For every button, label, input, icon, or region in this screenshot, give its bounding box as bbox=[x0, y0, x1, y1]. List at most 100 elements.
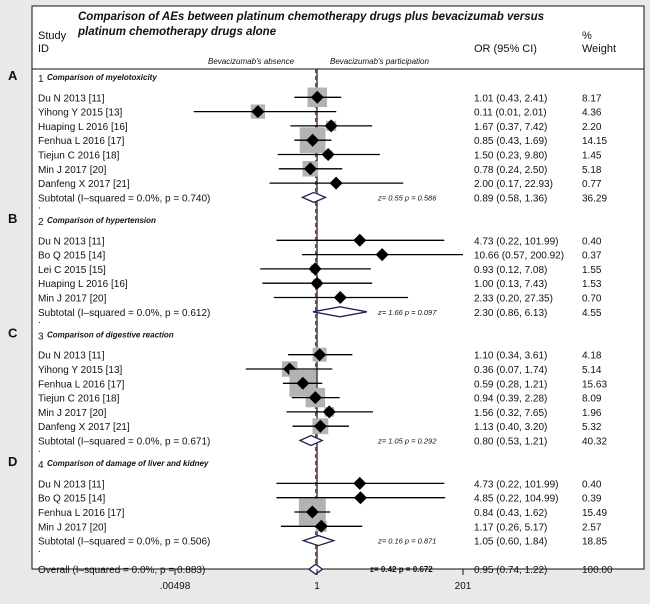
plot-frame bbox=[31, 5, 645, 570]
study-or-ci: 1.13 (0.40, 3.20) bbox=[474, 422, 547, 433]
study-weight: 8.09 bbox=[582, 394, 602, 405]
study-or-ci: 2.00 (0.17, 22.93) bbox=[474, 179, 553, 190]
study-point-estimate bbox=[296, 376, 310, 390]
panel-letter-b: B bbox=[8, 211, 17, 226]
study-point-estimate bbox=[322, 405, 336, 419]
study-or-ci: 1.50 (0.23, 9.80) bbox=[474, 151, 547, 162]
subtotal-diamond bbox=[298, 434, 324, 447]
study-or-ci: 1.67 (0.37, 7.42) bbox=[474, 122, 547, 133]
row-spacer-dot: . bbox=[38, 544, 41, 555]
study-or-ci: 4.73 (0.22, 101.99) bbox=[474, 479, 559, 490]
header-or-ci: OR (95% CI) bbox=[474, 43, 537, 55]
study-or-ci: 0.36 (0.07, 1.74) bbox=[474, 365, 547, 376]
subtotal-or-ci: 0.80 (0.53, 1.21) bbox=[474, 437, 547, 448]
subtotal-label: Subtotal (I–squared = 0.0%, p = 0.612) bbox=[38, 308, 210, 319]
study-or-ci: 1.00 (0.13, 7.43) bbox=[474, 279, 547, 290]
subtotal-label: Subtotal (I–squared = 0.0%, p = 0.740) bbox=[38, 193, 210, 204]
study-weight: 8.17 bbox=[582, 93, 602, 104]
study-point-estimate bbox=[353, 491, 367, 505]
study-label: Huaping L 2016 [16] bbox=[38, 122, 128, 133]
study-weight: 5.18 bbox=[582, 165, 602, 176]
study-weight: 5.32 bbox=[582, 422, 602, 433]
favours-left-label: Bevacizumab's absence bbox=[208, 57, 295, 66]
study-or-ci: 4.73 (0.22, 101.99) bbox=[474, 236, 559, 247]
subtotal-diamond bbox=[312, 306, 368, 318]
study-label: Min J 2017 [20] bbox=[38, 408, 107, 419]
study-or-ci: 0.59 (0.28, 1.21) bbox=[474, 379, 547, 390]
subtotal-weight: 36.29 bbox=[582, 193, 607, 204]
study-point-estimate bbox=[314, 519, 328, 533]
study-or-ci: 1.17 (0.26, 5.17) bbox=[474, 522, 547, 533]
panel-letter-d: D bbox=[8, 454, 17, 469]
study-weight: 1.55 bbox=[582, 265, 602, 276]
study-point-estimate bbox=[353, 233, 367, 247]
study-label: Fenhua L 2016 [17] bbox=[38, 508, 125, 519]
study-or-ci: 0.11 (0.01, 2.01) bbox=[474, 108, 547, 119]
row-spacer-dot: . bbox=[38, 444, 41, 455]
study-label: Lei C 2015 [15] bbox=[38, 265, 106, 276]
header-id: ID bbox=[38, 43, 49, 55]
study-label: Danfeng X 2017 [21] bbox=[38, 422, 130, 433]
header-percent: % bbox=[582, 30, 592, 42]
study-label: Du N 2013 [11] bbox=[38, 236, 105, 247]
study-point-estimate bbox=[308, 262, 322, 276]
title-line-1: Comparison of AEs between platinum chemo… bbox=[78, 11, 544, 23]
study-weight: 1.96 bbox=[582, 408, 602, 419]
study-weight: 4.36 bbox=[582, 108, 602, 119]
panel-letter-c: C bbox=[8, 325, 18, 340]
study-label: Yihong Y 2015 [13] bbox=[38, 365, 123, 376]
study-label: Fenhua L 2016 [17] bbox=[38, 379, 125, 390]
study-point-estimate bbox=[321, 148, 335, 161]
title-line-2: platinum chemotherapy drugs alone bbox=[77, 26, 277, 38]
study-weight: 0.70 bbox=[582, 294, 602, 305]
study-point-estimate bbox=[313, 348, 327, 362]
study-label: Danfeng X 2017 [21] bbox=[38, 179, 130, 190]
overall-z-test: z= 0.42 p = 0.672 bbox=[370, 565, 433, 574]
study-point-estimate bbox=[251, 105, 265, 119]
subtotal-or-ci: 2.30 (0.86, 6.13) bbox=[474, 308, 547, 319]
group-title-1: Comparison of myelotoxicity bbox=[47, 73, 157, 82]
group-title-3: Comparison of digestive reaction bbox=[47, 330, 174, 339]
study-or-ci: 1.01 (0.43, 2.41) bbox=[474, 93, 547, 104]
study-point-estimate bbox=[310, 276, 324, 290]
study-weight: 1.45 bbox=[582, 151, 602, 162]
study-label: Yihong Y 2015 [13] bbox=[38, 108, 123, 119]
subtotal-z-test: z= 1.66 p = 0.097 bbox=[377, 308, 437, 317]
header-study: Study bbox=[38, 30, 67, 42]
study-or-ci: 0.84 (0.43, 1.62) bbox=[474, 508, 547, 519]
subtotal-or-ci: 0.89 (0.58, 1.36) bbox=[474, 193, 547, 204]
study-point-estimate bbox=[333, 291, 347, 304]
study-label: Tiejun C 2016 [18] bbox=[38, 151, 120, 162]
study-label: Bo Q 2015 [14] bbox=[38, 251, 105, 262]
row-spacer-dot: . bbox=[38, 201, 41, 212]
subtotal-z-test: z= 1.05 p = 0.292 bbox=[377, 437, 437, 446]
study-label: Fenhua L 2016 [17] bbox=[38, 136, 125, 147]
study-label: Min J 2017 [20] bbox=[38, 294, 107, 305]
study-or-ci: 1.56 (0.32, 7.65) bbox=[474, 408, 547, 419]
study-point-estimate bbox=[329, 176, 343, 190]
study-weight: 0.40 bbox=[582, 479, 602, 490]
study-label: Huaping L 2016 [16] bbox=[38, 279, 128, 290]
x-tick-label-2: 201 bbox=[455, 581, 472, 592]
study-weight: 0.40 bbox=[582, 236, 602, 247]
study-or-ci: 0.93 (0.12, 7.08) bbox=[474, 265, 547, 276]
study-label: Min J 2017 [20] bbox=[38, 165, 107, 176]
study-or-ci: 4.85 (0.22, 104.99) bbox=[474, 494, 559, 505]
study-or-ci: 10.66 (0.57, 200.92) bbox=[474, 251, 564, 262]
study-weight: 0.37 bbox=[582, 251, 602, 262]
study-label: Min J 2017 [20] bbox=[38, 522, 107, 533]
study-weight: 2.20 bbox=[582, 122, 602, 133]
study-weight: 1.53 bbox=[582, 279, 602, 290]
study-or-ci: 1.10 (0.34, 3.61) bbox=[474, 351, 547, 362]
study-weight: 0.39 bbox=[582, 494, 602, 505]
subtotal-label: Subtotal (I–squared = 0.0%, p = 0.506) bbox=[38, 537, 210, 548]
x-tick-label-1: 1 bbox=[314, 581, 320, 592]
study-weight: 2.57 bbox=[582, 522, 602, 533]
study-point-estimate bbox=[308, 391, 322, 405]
study-or-ci: 0.78 (0.24, 2.50) bbox=[474, 165, 547, 176]
study-weight: 5.14 bbox=[582, 365, 602, 376]
x-tick-label-0: .00498 bbox=[160, 581, 191, 592]
favours-right-label: Bevacizumab's participation bbox=[330, 57, 429, 66]
